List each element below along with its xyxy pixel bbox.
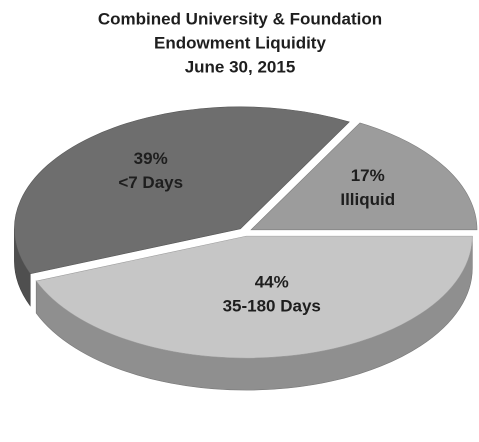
category-label: Illiquid [340, 190, 395, 209]
chart-title: June 30, 2015 [185, 57, 296, 76]
chart-title: Endowment Liquidity [154, 33, 326, 52]
pie-tops [14, 106, 478, 359]
category-label: 35-180 Days [223, 297, 321, 316]
slice [35, 235, 473, 359]
value-label: 44% [255, 273, 289, 292]
title-block: Combined University & Foundation Endowmen… [98, 9, 382, 76]
value-label: 17% [351, 166, 385, 185]
slice [250, 122, 478, 231]
slice [14, 106, 350, 275]
value-label: 39% [134, 149, 168, 168]
chart-title: Combined University & Foundation [98, 9, 382, 28]
labels: 44% 35-180 Days 39% <7 Days 17% Illiquid [118, 149, 395, 316]
category-label: <7 Days [118, 173, 183, 192]
